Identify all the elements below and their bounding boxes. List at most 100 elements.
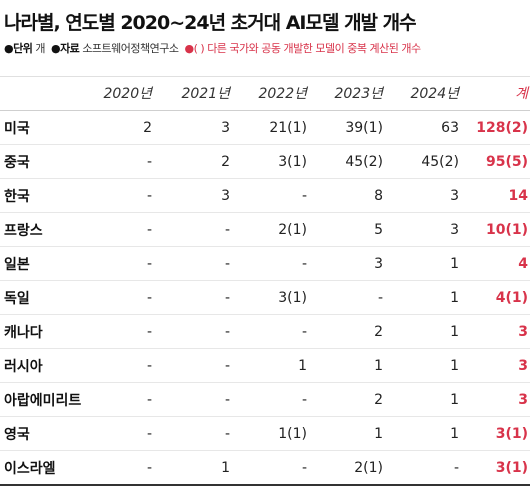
table-row: 아랍에미리트 - - -2 1 3 <box>0 382 530 417</box>
header-year: 2024년 <box>385 76 461 111</box>
value-cell: - <box>92 416 154 451</box>
value-cell: 2 <box>92 110 154 145</box>
value-cell: 3 <box>154 178 232 213</box>
value-cell: 3 <box>309 246 385 281</box>
value-cell: - <box>154 280 232 315</box>
value-cell: - <box>154 314 232 349</box>
value-cell: 3(1) <box>232 144 309 179</box>
value-cell: - <box>92 280 154 315</box>
value-cell: 1 <box>385 348 461 383</box>
total-cell: 4 <box>461 246 530 281</box>
total-cell: 3 <box>461 314 530 349</box>
total-cell: 14 <box>461 178 530 213</box>
total-cell: 3 <box>461 348 530 383</box>
total-cell: 4(1) <box>461 280 530 315</box>
value-cell: - <box>154 348 232 383</box>
value-cell: 3 <box>154 110 232 145</box>
value-cell: - <box>232 178 309 213</box>
value-cell: 3(1) <box>232 280 309 315</box>
value-cell: 3 <box>385 178 461 213</box>
source-value: 소프트웨어정책연구소 <box>82 42 179 55</box>
total-cell: 3(1) <box>461 450 530 486</box>
table-row: 프랑스 - -2(1) 5 3 10(1) <box>0 212 530 247</box>
value-cell: - <box>92 212 154 247</box>
value-cell: 5 <box>309 212 385 247</box>
total-cell: 10(1) <box>461 212 530 247</box>
country-cell: 영국 <box>0 416 92 451</box>
value-cell: - <box>154 246 232 281</box>
header-year: 2020년 <box>92 76 154 111</box>
header-year: 2021년 <box>154 76 232 111</box>
value-cell: - <box>232 450 309 486</box>
value-cell: - <box>232 382 309 417</box>
data-table: 2020년 2021년 2022년 2023년 2024년 계 미국 2 3 21(1) 39(1… <box>0 76 530 486</box>
table-row: 러시아 - -1 1 1 3 <box>0 348 530 383</box>
value-cell: 39(1) <box>309 110 385 145</box>
country-cell: 미국 <box>0 110 92 145</box>
value-cell: 2 <box>309 314 385 349</box>
value-cell: - <box>232 246 309 281</box>
value-cell: 45(2) <box>309 144 385 179</box>
value-cell: 2 <box>154 144 232 179</box>
value-cell: - <box>232 314 309 349</box>
value-cell: 21(1) <box>232 110 309 145</box>
country-cell: 일본 <box>0 246 92 281</box>
value-cell: - <box>92 348 154 383</box>
value-cell: 1 <box>385 246 461 281</box>
source-key: ●자료 <box>50 42 80 55</box>
table-row: 일본 - - -3 1 4 <box>0 246 530 281</box>
page-title: 나라별, 연도별 2020~24년 초거대 AI모델 개발 개수 <box>4 12 417 34</box>
value-cell: 45(2) <box>385 144 461 179</box>
country-cell: 중국 <box>0 144 92 179</box>
value-cell: 63 <box>385 110 461 145</box>
table-row: 중국 -2 3(1) 45(2) 45(2) 95(5) <box>0 144 530 179</box>
country-cell: 한국 <box>0 178 92 213</box>
table-row: 캐나다 - - -2 1 3 <box>0 314 530 349</box>
value-cell: - <box>92 314 154 349</box>
value-cell: - <box>92 450 154 486</box>
value-cell: - <box>92 246 154 281</box>
value-cell: - <box>154 382 232 417</box>
value-cell: - <box>309 280 385 315</box>
header-year: 2022년 <box>232 76 309 111</box>
value-cell: - <box>92 144 154 179</box>
header-country <box>0 76 92 111</box>
header-year: 2023년 <box>309 76 385 111</box>
value-cell: 8 <box>309 178 385 213</box>
country-cell: 프랑스 <box>0 212 92 247</box>
country-cell: 러시아 <box>0 348 92 383</box>
total-cell: 3(1) <box>461 416 530 451</box>
table-body: 미국 2 3 21(1) 39(1) 63 128(2) 중국 -2 3(1) 45(2) 45(2)… <box>0 110 530 486</box>
value-cell: 1 <box>385 416 461 451</box>
value-cell: - <box>154 212 232 247</box>
value-cell: 1 <box>385 382 461 417</box>
country-cell: 이스라엘 <box>0 450 92 486</box>
value-cell: - <box>92 178 154 213</box>
table-row: 영국 - -1(1) 1 1 3(1) <box>0 416 530 451</box>
value-cell: 2 <box>309 382 385 417</box>
table-header-row: 2020년 2021년 2022년 2023년 2024년 계 <box>0 76 530 111</box>
total-cell: 3 <box>461 382 530 417</box>
table-row: 이스라엘 -1-2(1) -3(1) <box>0 450 530 486</box>
unit-value: 개 <box>35 42 45 55</box>
unit-key: ●단위 <box>4 42 33 55</box>
value-cell: 3 <box>385 212 461 247</box>
total-cell: 128(2) <box>461 110 530 145</box>
total-cell: 95(5) <box>461 144 530 179</box>
value-cell: 1 <box>385 280 461 315</box>
country-cell: 독일 <box>0 280 92 315</box>
country-cell: 캐나다 <box>0 314 92 349</box>
meta-line: ●단위 개 ●자료 소프트웨어정책연구소 ●( ) 다른 국가와 공동 개발한 모델… <box>4 40 424 56</box>
value-cell: 1 <box>309 416 385 451</box>
value-cell: 2(1) <box>309 450 385 486</box>
value-cell: 1 <box>385 314 461 349</box>
country-cell: 아랍에미리트 <box>0 382 92 417</box>
value-cell: 1(1) <box>232 416 309 451</box>
footnote-note: ●( ) 다른 국가와 공동 개발한 모델이 중복 계산된 개수 <box>184 42 422 55</box>
table-row: 독일 - -3(1) -1 4(1) <box>0 280 530 315</box>
value-cell: 1 <box>309 348 385 383</box>
table-row: 미국 2 3 21(1) 39(1) 63 128(2) <box>0 110 530 145</box>
value-cell: - <box>385 450 461 486</box>
value-cell: - <box>154 416 232 451</box>
